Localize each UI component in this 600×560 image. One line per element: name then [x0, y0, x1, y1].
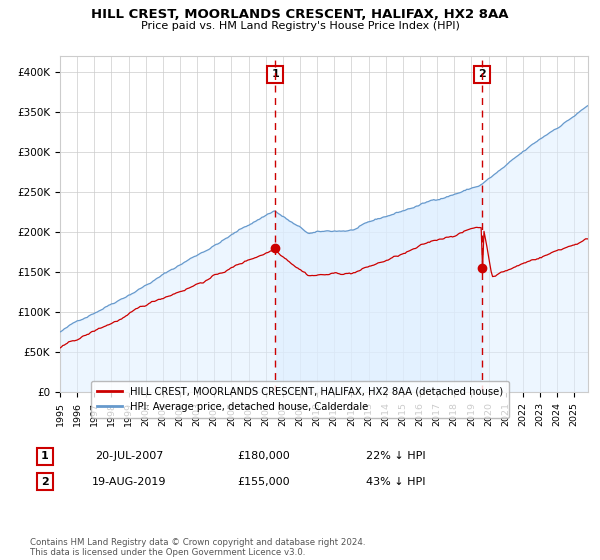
- Text: 2: 2: [478, 69, 486, 80]
- Text: Price paid vs. HM Land Registry's House Price Index (HPI): Price paid vs. HM Land Registry's House …: [140, 21, 460, 31]
- Text: 1: 1: [271, 69, 279, 80]
- Text: 43% ↓ HPI: 43% ↓ HPI: [366, 477, 426, 487]
- Text: 19-AUG-2019: 19-AUG-2019: [92, 477, 166, 487]
- Legend: HILL CREST, MOORLANDS CRESCENT, HALIFAX, HX2 8AA (detached house), HPI: Average : HILL CREST, MOORLANDS CRESCENT, HALIFAX,…: [91, 381, 509, 418]
- Text: 22% ↓ HPI: 22% ↓ HPI: [366, 451, 426, 461]
- Text: Contains HM Land Registry data © Crown copyright and database right 2024.
This d: Contains HM Land Registry data © Crown c…: [30, 538, 365, 557]
- Text: 20-JUL-2007: 20-JUL-2007: [95, 451, 163, 461]
- Text: HILL CREST, MOORLANDS CRESCENT, HALIFAX, HX2 8AA: HILL CREST, MOORLANDS CRESCENT, HALIFAX,…: [91, 8, 509, 21]
- Text: 2: 2: [41, 477, 49, 487]
- Text: £180,000: £180,000: [238, 451, 290, 461]
- Text: £155,000: £155,000: [238, 477, 290, 487]
- Text: 1: 1: [41, 451, 49, 461]
